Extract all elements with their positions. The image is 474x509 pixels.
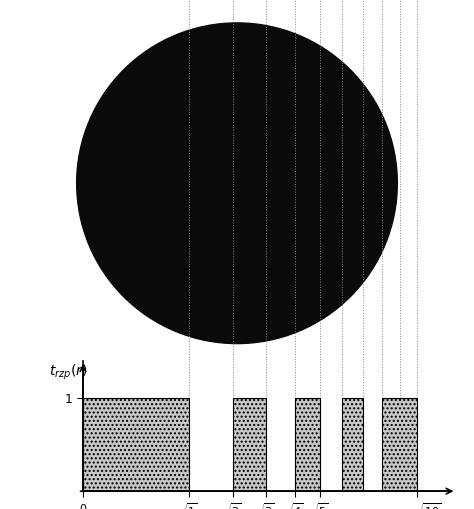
Circle shape bbox=[165, 111, 309, 255]
Text: $t_{rzp}(r)$: $t_{rzp}(r)$ bbox=[49, 362, 88, 382]
Circle shape bbox=[77, 23, 397, 344]
Circle shape bbox=[85, 31, 389, 335]
Circle shape bbox=[93, 40, 381, 327]
Circle shape bbox=[136, 82, 338, 285]
Bar bbox=[382, 399, 418, 491]
Circle shape bbox=[186, 132, 288, 234]
Circle shape bbox=[103, 49, 371, 318]
Circle shape bbox=[149, 95, 325, 271]
Circle shape bbox=[124, 70, 350, 297]
Bar bbox=[83, 399, 189, 491]
Circle shape bbox=[113, 59, 361, 307]
Bar bbox=[294, 399, 319, 491]
Bar bbox=[233, 399, 266, 491]
Bar bbox=[342, 399, 363, 491]
